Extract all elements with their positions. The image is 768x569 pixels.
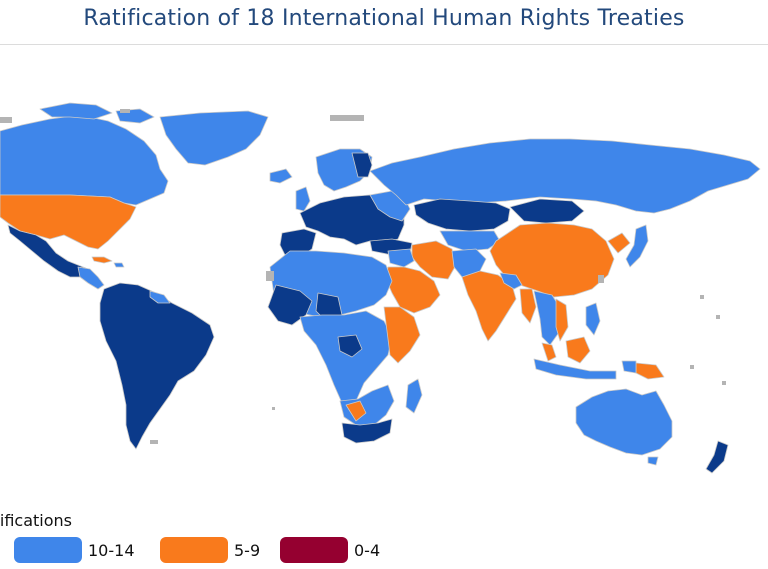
- legend-label-5-9: 5-9: [234, 541, 261, 560]
- region-nepal-bangladesh[interactable]: [499, 272, 523, 290]
- region-central-africa[interactable]: [299, 310, 393, 404]
- region-png-east[interactable]: [621, 360, 637, 374]
- region-canada[interactable]: [0, 114, 169, 206]
- legend-title: Ratifications: [0, 511, 110, 533]
- region-horn-of-africa[interactable]: [383, 306, 421, 364]
- region-south-america[interactable]: [99, 282, 215, 450]
- no-data-south-pacific: [272, 407, 275, 410]
- region-tasmania[interactable]: [647, 456, 659, 466]
- legend-swatch-10-14: [14, 537, 82, 563]
- region-japan[interactable]: [625, 224, 649, 268]
- legend-label-0-4: 0-4: [354, 541, 381, 560]
- title-divider: [0, 44, 768, 45]
- region-dr-congo[interactable]: [337, 334, 363, 358]
- region-iraq-syria[interactable]: [387, 248, 415, 268]
- legend-title-text: Ratifications: [0, 511, 72, 530]
- region-iran[interactable]: [411, 240, 457, 280]
- region-madagascar[interactable]: [405, 378, 423, 414]
- region-vietnam[interactable]: [555, 298, 569, 342]
- legend-swatch-5-9: [160, 537, 228, 563]
- region-south-africa[interactable]: [341, 418, 393, 444]
- region-philippines[interactable]: [585, 302, 601, 336]
- no-data-pacific-3: [690, 365, 694, 369]
- region-new-zealand[interactable]: [705, 440, 729, 474]
- region-caribbean-2[interactable]: [113, 262, 125, 268]
- no-data-alaska-edge: [0, 117, 12, 123]
- region-west-africa-dark[interactable]: [267, 284, 313, 326]
- region-greenland[interactable]: [159, 110, 269, 166]
- region-kazakhstan[interactable]: [413, 198, 511, 232]
- world-map[interactable]: [0, 45, 768, 505]
- chart-title: Ratification of 18 International Human R…: [83, 6, 685, 31]
- region-papua[interactable]: [635, 362, 665, 380]
- region-guiana[interactable]: [149, 290, 171, 304]
- region-namibia-botswana[interactable]: [345, 400, 367, 422]
- legend: 10-14 5-9 0-4: [0, 537, 768, 567]
- region-myanmar[interactable]: [519, 288, 537, 324]
- region-mongolia[interactable]: [509, 198, 585, 224]
- no-data-svalbard: [330, 115, 364, 121]
- no-data-arctic: [120, 109, 130, 113]
- no-data-pacific-4: [722, 381, 726, 385]
- region-malaysia[interactable]: [541, 342, 557, 362]
- region-iceland[interactable]: [269, 168, 293, 184]
- region-north-korea[interactable]: [607, 232, 631, 254]
- region-saudi-arabia[interactable]: [385, 266, 441, 314]
- no-data-pacific-2: [716, 315, 720, 319]
- region-indochina[interactable]: [533, 290, 563, 346]
- world-map-svg[interactable]: [0, 45, 768, 505]
- no-data-falklands: [150, 440, 158, 444]
- no-data-pacific-1: [700, 295, 704, 299]
- region-borneo[interactable]: [565, 336, 591, 364]
- legend-swatch-0-4: [280, 537, 348, 563]
- region-australia[interactable]: [575, 388, 673, 456]
- legend-label-10-14: 10-14: [88, 541, 135, 560]
- region-central-america[interactable]: [77, 266, 105, 290]
- region-india[interactable]: [461, 270, 517, 342]
- region-caribbean[interactable]: [91, 256, 113, 264]
- region-arctic-islands[interactable]: [39, 102, 155, 124]
- no-data-taiwan: [598, 275, 604, 283]
- no-data-west-sahara: [266, 271, 274, 281]
- region-indonesia[interactable]: [533, 358, 617, 380]
- region-uk[interactable]: [295, 186, 311, 212]
